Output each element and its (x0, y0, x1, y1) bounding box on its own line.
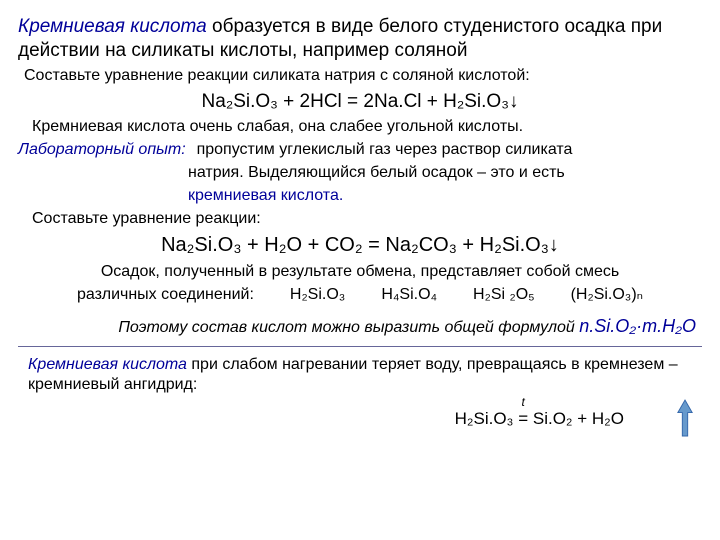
mixture-formulas: различных соединений: H₂Si.O₃ H₄Si.O₄ H₂Si … (18, 285, 702, 305)
intro-paragraph: Кремниевая кислота образуется в виде бел… (18, 15, 702, 63)
lab-line3: кремниевая кислота. (18, 186, 702, 206)
general-formula-intro: Поэтому состав кислот можно выразить общ… (118, 319, 579, 336)
eq3-t: t (522, 395, 525, 410)
task1: Составьте уравнение реакции силиката нат… (18, 66, 702, 86)
eq3-eq: = (513, 409, 532, 428)
equation-1-text: Na₂Si.O₃ + 2HCl = 2Na.Cl + H₂Si.O₃↓ (202, 91, 519, 112)
divider (18, 346, 702, 347)
arrow-up-icon (676, 398, 694, 438)
intro-term: Кремниевая кислота (18, 16, 207, 37)
lab-text2: натрия. Выделяющийся белый осадок – это … (188, 164, 565, 181)
mix4: (H₂Si.O₃)ₙ (571, 286, 643, 303)
lab-text1: пропустим углекислый газ через раствор с… (197, 141, 573, 158)
task2: Составьте уравнение реакции: (18, 209, 702, 229)
equation-3-row: H₂Si.O₃t = Si.O₂ + H₂O (18, 398, 702, 438)
task2-text: Составьте уравнение реакции: (32, 210, 261, 227)
lab-text3: кремниевая кислота. (188, 187, 343, 204)
heating-term: Кремниевая кислота (28, 356, 187, 373)
heating-paragraph: Кремниевая кислота при слабом нагревании… (18, 355, 702, 395)
general-formula: n.Si.O₂·m.H₂O (579, 316, 696, 336)
mix1: H₂Si.O₃ (290, 286, 345, 303)
mixture-label: различных соединений: (77, 286, 254, 303)
mix3: H₂Si ₂O₅ (473, 286, 535, 303)
mixture-intro-text: Осадок, полученный в результате обмена, … (101, 263, 619, 280)
lab-line1: Лабораторный опыт: пропустим углекислый … (18, 140, 702, 160)
mix2: H₄Si.O₄ (381, 286, 437, 303)
equation-1: Na₂Si.O₃ + 2HCl = 2Na.Cl + H₂Si.O₃↓ (18, 90, 702, 114)
eq3-rhs: Si.O₂ + H₂O (533, 409, 624, 428)
equation-3: H₂Si.O₃t = Si.O₂ + H₂O (455, 408, 624, 429)
general-formula-line: Поэтому состав кислот можно выразить общ… (18, 315, 702, 338)
eq3-eq-wrap: t = (513, 409, 532, 428)
weak-acid-text: Кремниевая кислота очень слабая, она сла… (32, 118, 523, 135)
weak-acid-note: Кремниевая кислота очень слабая, она сла… (18, 117, 702, 137)
mixture-intro: Осадок, полученный в результате обмена, … (18, 262, 702, 282)
lab-line2: натрия. Выделяющийся белый осадок – это … (18, 163, 702, 183)
eq3-lhs: H₂Si.O₃ (455, 409, 514, 428)
equation-2: Na₂Si.O₃ + H₂O + CO₂ = Na₂CO₃ + H₂Si.O₃↓ (18, 233, 702, 258)
equation-2-text: Na₂Si.O₃ + H₂O + CO₂ = Na₂CO₃ + H₂Si.O₃↓ (161, 234, 559, 256)
lab-label: Лабораторный опыт: (18, 141, 186, 158)
task1-text: Составьте уравнение реакции силиката нат… (24, 67, 530, 84)
